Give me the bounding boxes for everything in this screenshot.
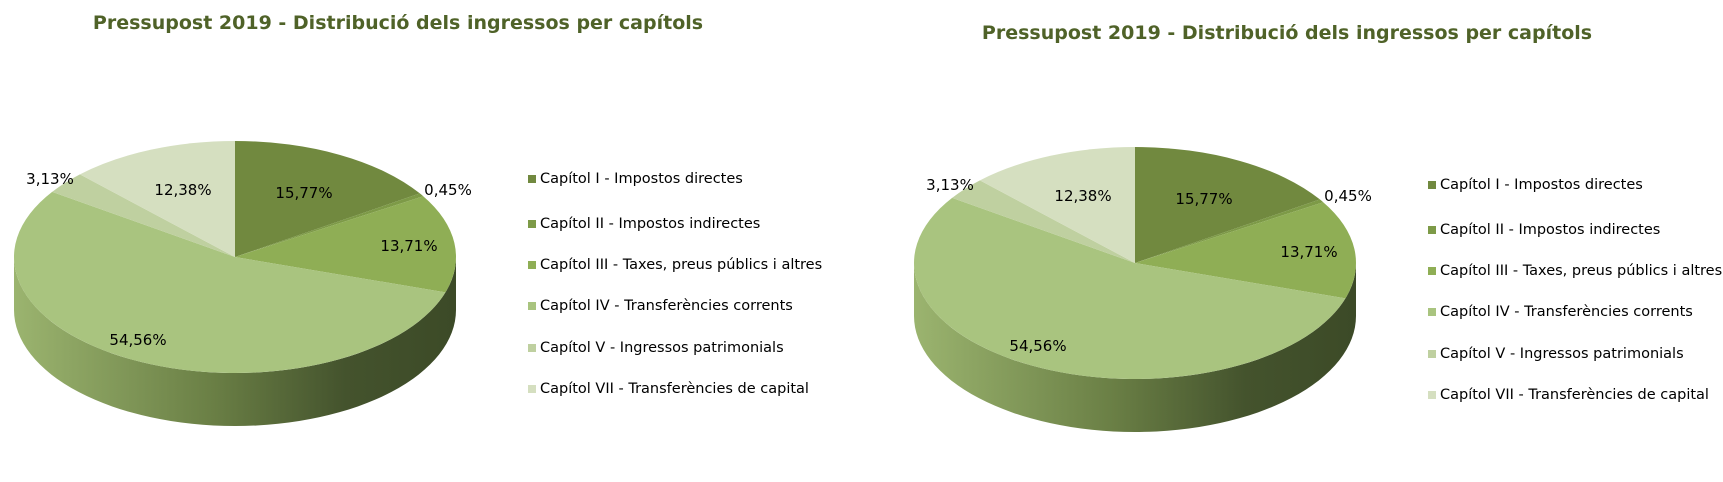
legend-item: Capítol V - Ingressos patrimonials	[1428, 345, 1723, 363]
legend-swatch	[1428, 181, 1436, 189]
legend-item: Capítol III - Taxes, preus públics i alt…	[528, 256, 840, 274]
pie-side	[14, 257, 456, 426]
legend-label: Capítol I - Impostos directes	[1440, 177, 1643, 193]
legend-item: Capítol II - Impostos indirectes	[1428, 221, 1723, 239]
pie-slice	[952, 180, 1135, 263]
pie-slice	[1135, 147, 1320, 263]
pie-slice	[979, 147, 1135, 263]
data-label: 0,45%	[424, 181, 472, 199]
pie-svg	[914, 147, 1356, 432]
legend-label: Capítol IV - Transferències corrents	[540, 298, 793, 314]
legend-item: Capítol III - Taxes, preus públics i alt…	[1428, 262, 1723, 280]
data-label: 3,13%	[926, 176, 974, 194]
data-label: 54,56%	[1009, 337, 1067, 355]
legend-swatch	[1428, 391, 1436, 399]
legend-swatch	[528, 302, 536, 310]
data-label: 3,13%	[26, 170, 74, 188]
legend-label: Capítol VII - Transferències de capital	[540, 381, 809, 397]
data-label: 13,71%	[380, 237, 438, 255]
data-label: 54,56%	[109, 331, 167, 349]
legend-label: Capítol II - Impostos indirectes	[1440, 222, 1661, 238]
pie-slice	[235, 141, 420, 257]
pie-slice	[52, 174, 236, 257]
pie-slice	[14, 191, 446, 373]
pie-slice	[235, 193, 424, 257]
legend-swatch	[1428, 350, 1436, 358]
legend-swatch	[528, 261, 536, 269]
pie-slice	[1135, 202, 1356, 299]
legend-label: Capítol II - Impostos indirectes	[540, 216, 761, 232]
legend-label: Capítol III - Taxes, preus públics i alt…	[540, 257, 823, 273]
legend-item: Capítol I - Impostos directes	[1428, 176, 1723, 194]
legend-swatch	[528, 175, 536, 183]
legend-item: Capítol VII - Transferències de capital	[1428, 386, 1723, 404]
legend-label: Capítol VII - Transferències de capital	[1440, 387, 1709, 403]
pie-slice	[79, 141, 236, 257]
data-label: 12,38%	[154, 181, 212, 199]
data-label: 12,38%	[1054, 187, 1112, 205]
legend-item: Capítol I - Impostos directes	[528, 170, 840, 188]
chart-title: Pressupost 2019 - Distribució dels ingre…	[92, 12, 704, 34]
pie-side	[914, 263, 1356, 432]
legend-label: Capítol III - Taxes, preus públics i alt…	[1440, 263, 1723, 279]
legend-swatch	[528, 385, 536, 393]
data-label: 15,77%	[1175, 190, 1233, 208]
legend-swatch	[528, 220, 536, 228]
legend-swatch	[528, 344, 536, 352]
legend-label: Capítol V - Ingressos patrimonials	[1440, 346, 1684, 362]
legend-item: Capítol IV - Transferències corrents	[1428, 303, 1723, 321]
legend-label: Capítol I - Impostos directes	[540, 171, 743, 187]
pie-slice	[914, 197, 1346, 379]
legend-item: Capítol II - Impostos indirectes	[528, 215, 840, 233]
data-label: 13,71%	[1280, 243, 1338, 261]
legend-item: Capítol VII - Transferències de capital	[528, 380, 840, 398]
pie-slice	[235, 196, 456, 293]
chart-title: Pressupost 2019 - Distribució dels ingre…	[981, 22, 1593, 44]
legend-swatch	[1428, 308, 1436, 316]
pie-chart: 15,77% 0,45% 13,71% 54,56% 3,13% 12,38% Capíto…	[0, 0, 860, 476]
data-label: 0,45%	[1324, 187, 1372, 205]
legend-swatch	[1428, 267, 1436, 275]
pie-chart: 15,77% 0,45% 13,71% 54,56% 3,13% 12,38% Capíto…	[900, 6, 1723, 482]
legend-item: Capítol IV - Transferències corrents	[528, 297, 840, 315]
pie-slice	[1135, 199, 1324, 263]
legend-label: Capítol V - Ingressos patrimonials	[540, 340, 784, 356]
legend-label: Capítol IV - Transferències corrents	[1440, 304, 1693, 320]
pie-svg	[14, 141, 456, 426]
data-label: 15,77%	[275, 184, 333, 202]
legend-swatch	[1428, 226, 1436, 234]
legend-item: Capítol V - Ingressos patrimonials	[528, 339, 840, 357]
